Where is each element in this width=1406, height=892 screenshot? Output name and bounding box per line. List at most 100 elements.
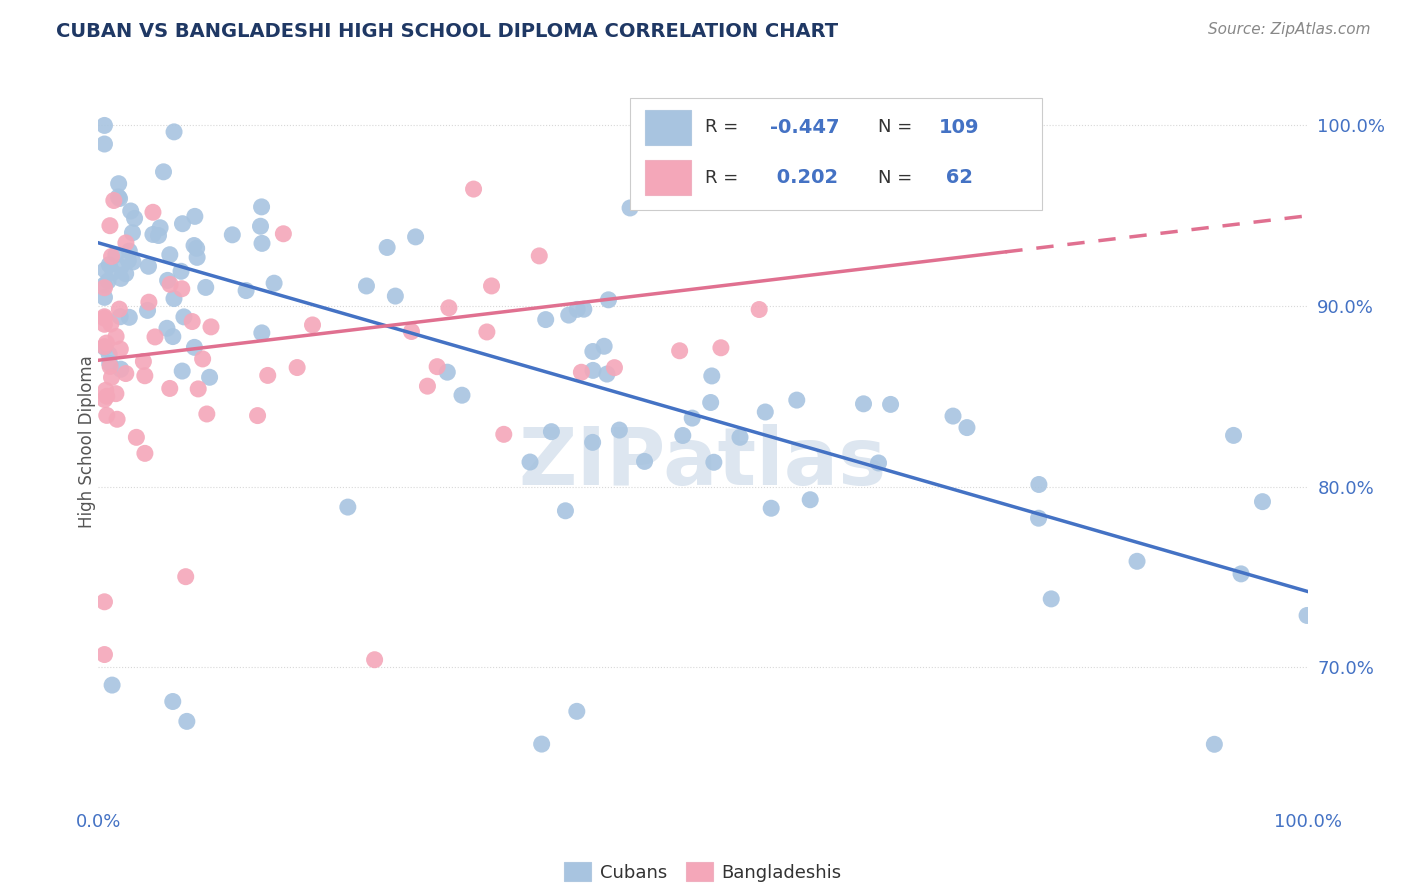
- Point: [148, 228, 170, 243]
- Point: [117, 253, 139, 268]
- Point: [437, 301, 460, 315]
- Point: [942, 409, 965, 423]
- Text: Source: ZipAtlas.com: Source: ZipAtlas.com: [1208, 22, 1371, 37]
- Point: [96, 409, 118, 423]
- Point: [436, 365, 458, 379]
- Point: [101, 265, 124, 279]
- Point: [554, 504, 576, 518]
- Point: [93, 340, 115, 354]
- Point: [852, 397, 875, 411]
- Point: [1296, 608, 1319, 623]
- Point: [481, 279, 503, 293]
- Point: [183, 238, 205, 252]
- Point: [356, 279, 378, 293]
- Point: [475, 325, 498, 339]
- Point: [198, 370, 221, 384]
- Point: [1028, 511, 1050, 525]
- Point: [401, 325, 423, 339]
- Point: [93, 318, 115, 332]
- Point: [1230, 566, 1253, 581]
- Point: [143, 330, 166, 344]
- Point: [159, 248, 181, 262]
- Point: [748, 302, 770, 317]
- Point: [1222, 428, 1244, 442]
- Text: 62: 62: [939, 169, 973, 187]
- FancyBboxPatch shape: [630, 98, 1042, 211]
- Point: [173, 310, 195, 324]
- Point: [114, 367, 136, 381]
- Point: [336, 500, 359, 514]
- Text: ZIPatlas: ZIPatlas: [519, 425, 887, 502]
- Point: [250, 326, 273, 340]
- Point: [152, 165, 174, 179]
- Point: [118, 310, 141, 325]
- Point: [110, 362, 132, 376]
- Point: [104, 248, 127, 262]
- Point: [186, 241, 208, 255]
- Point: [93, 277, 115, 292]
- Point: [124, 211, 146, 226]
- Point: [868, 456, 890, 470]
- Point: [607, 423, 630, 437]
- Point: [156, 273, 179, 287]
- Point: [93, 648, 115, 662]
- Point: [519, 455, 541, 469]
- Legend: Cubans, Bangladeshis: Cubans, Bangladeshis: [557, 855, 849, 889]
- Point: [134, 446, 156, 460]
- Point: [565, 704, 588, 718]
- Point: [426, 359, 449, 374]
- Point: [191, 351, 214, 366]
- Text: CUBAN VS BANGLADESHI HIGH SCHOOL DIPLOMA CORRELATION CHART: CUBAN VS BANGLADESHI HIGH SCHOOL DIPLOMA…: [56, 22, 838, 41]
- Point: [681, 411, 703, 425]
- Point: [93, 136, 115, 151]
- Point: [170, 282, 193, 296]
- Point: [134, 368, 156, 383]
- Point: [98, 359, 121, 374]
- Point: [301, 318, 323, 332]
- Point: [582, 363, 605, 377]
- Point: [633, 454, 655, 468]
- Point: [108, 192, 131, 206]
- Point: [96, 389, 118, 403]
- Point: [183, 340, 205, 354]
- Point: [672, 428, 695, 442]
- Point: [200, 319, 222, 334]
- Point: [256, 368, 278, 383]
- Point: [162, 694, 184, 708]
- Point: [249, 219, 271, 234]
- Point: [98, 357, 121, 371]
- Point: [100, 250, 122, 264]
- Point: [98, 258, 121, 272]
- Text: R =: R =: [706, 169, 744, 186]
- Point: [728, 430, 751, 444]
- Point: [703, 455, 725, 469]
- Point: [93, 310, 115, 324]
- FancyBboxPatch shape: [645, 110, 690, 145]
- Point: [101, 678, 124, 692]
- Point: [668, 343, 690, 358]
- Point: [956, 420, 979, 434]
- Point: [263, 276, 285, 290]
- Point: [1251, 494, 1274, 508]
- Point: [163, 292, 186, 306]
- Point: [710, 341, 733, 355]
- Point: [1040, 591, 1063, 606]
- Point: [121, 226, 143, 240]
- Point: [120, 204, 142, 219]
- Point: [273, 227, 295, 241]
- Point: [786, 393, 808, 408]
- Point: [93, 119, 115, 133]
- Point: [221, 227, 243, 242]
- Point: [558, 308, 581, 322]
- Point: [104, 386, 127, 401]
- Point: [384, 289, 406, 303]
- Point: [114, 267, 136, 281]
- Point: [363, 653, 385, 667]
- Point: [754, 405, 776, 419]
- Point: [184, 210, 207, 224]
- Point: [689, 180, 711, 194]
- Point: [176, 714, 198, 729]
- Point: [451, 388, 474, 402]
- Point: [405, 230, 427, 244]
- Point: [582, 344, 605, 359]
